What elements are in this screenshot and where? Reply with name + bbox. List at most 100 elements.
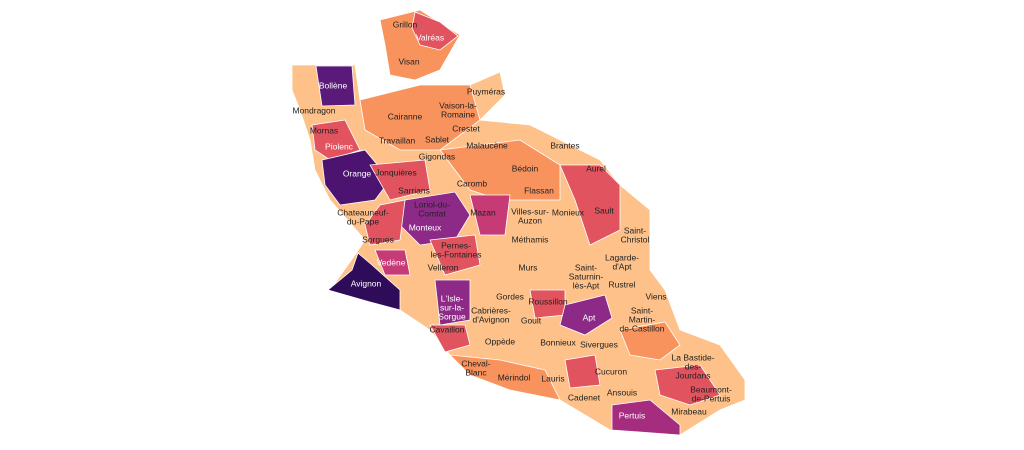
commune-label: Jourdans: [676, 370, 711, 380]
commune-label: de-Castillon: [620, 323, 665, 333]
commune-label: Villes-sur-: [511, 206, 549, 216]
commune-label: Bollène: [319, 80, 348, 90]
commune-label: Saint-: [631, 305, 653, 315]
commune-label: L'Isle-: [441, 293, 464, 303]
commune-label: Bédoin: [512, 163, 539, 173]
commune-label: Caromb: [457, 178, 488, 188]
commune-label: Apt: [583, 312, 596, 322]
commune-label: de-Pertuis: [692, 393, 731, 403]
commune-label: Gigondas: [419, 151, 455, 161]
region-patch: [359, 84, 481, 151]
region-patch: [559, 164, 621, 246]
commune-label: d'Avignon: [473, 314, 510, 324]
commune-label: Cabrières-: [471, 305, 511, 315]
commune-label: Sivergues: [580, 339, 618, 349]
commune-label: Ansouis: [607, 387, 637, 397]
commune-label: Romaine: [441, 109, 475, 119]
commune-label: Auzon: [518, 215, 542, 225]
commune-label: Goult: [521, 315, 542, 325]
commune-label: Roussillon: [528, 296, 567, 306]
region-patch: [411, 11, 459, 51]
commune-label: Martin-: [629, 314, 656, 324]
commune-label: Cadenet: [568, 392, 601, 402]
commune-label: Cucuron: [595, 366, 627, 376]
commune-label: Rustrel: [609, 279, 636, 289]
commune-label: Vaison-la-: [439, 100, 477, 110]
commune-label: Valréas: [416, 32, 444, 42]
commune-label: Gordes: [496, 291, 524, 301]
region-patch: [654, 364, 721, 406]
commune-label: Mérindol: [498, 372, 531, 382]
commune-label: Brantes: [550, 140, 579, 150]
commune-label: La Bastide-: [672, 352, 715, 362]
commune-label: sur-la-: [440, 302, 464, 312]
commune-label: Oppède: [485, 336, 516, 346]
commune-label: Grillon: [393, 19, 418, 29]
commune-label: Pertuis: [619, 410, 645, 420]
commune-label: Vedène: [377, 257, 406, 267]
commune-label: d'Apt: [612, 261, 632, 271]
commune-label: Christol: [621, 234, 650, 244]
region-patch: [559, 294, 613, 336]
commune-label: Avignon: [351, 278, 382, 288]
commune-label: des-: [685, 361, 702, 371]
commune-label: Puyméras: [467, 86, 505, 96]
region-patch: [469, 194, 511, 236]
commune-label: Jonquières: [375, 167, 417, 177]
labels: Grillon Valréas Visan Bollène Puyméras Mondra…: [292, 19, 731, 420]
commune-label: Monieux: [552, 207, 585, 217]
commune-label: lès-Apt: [573, 280, 600, 290]
commune-label: Piolenc: [325, 141, 354, 151]
commune-label: Mazan: [470, 207, 496, 217]
commune-label: Saint-: [624, 225, 646, 235]
commune-label: les-Fontaines: [430, 249, 481, 259]
region-patch: [564, 354, 601, 389]
commune-label: Lagarde-: [605, 252, 639, 262]
region-patch: [611, 399, 681, 436]
commune-label: Visan: [398, 56, 419, 66]
commune-label: Cavaillon: [430, 324, 465, 334]
commune-label: Beaumont-: [690, 384, 732, 394]
region-patch: [448, 354, 561, 401]
commune-label: Méthamis: [512, 234, 549, 244]
commune-label: Saint-: [575, 262, 597, 272]
commune-label: Travaillan: [379, 135, 416, 145]
commune-label: Cheval-: [461, 358, 490, 368]
commune-label: Mondragon: [292, 105, 335, 115]
commune-label: Mornas: [310, 125, 338, 135]
commune-label: Saturnin-: [569, 271, 604, 281]
commune-label: Monteux: [409, 222, 442, 232]
region-patch: [374, 249, 411, 276]
commune-label: Lauris: [541, 373, 564, 383]
commune-label: Flassan: [524, 185, 554, 195]
region-patch: [327, 252, 401, 311]
region-patch: [321, 149, 391, 206]
commune-label: Comtat: [418, 208, 446, 218]
commune-label: Blanc: [465, 367, 487, 377]
commune-label: Orange: [343, 168, 372, 178]
region-patch: [429, 324, 471, 353]
commune-label: Velleron: [428, 262, 459, 272]
region-patch: [315, 65, 356, 107]
commune-label: Sault: [594, 205, 614, 215]
commune-label: Murs: [519, 262, 538, 272]
region-patch: [369, 159, 431, 201]
region-patch: [619, 321, 681, 361]
commune-label: du-Pape: [347, 216, 379, 226]
region-patch: [364, 199, 406, 246]
commune-label: Malaucène: [466, 140, 508, 150]
commune-label: Sorgue: [438, 311, 466, 321]
commune-label: Loriol-du-: [414, 199, 450, 209]
commune-label: Cairanne: [388, 111, 423, 121]
region-patch: [439, 139, 561, 201]
commune-label: Pernes-: [441, 240, 471, 250]
commune-label: Chateauneuf-: [337, 207, 389, 217]
commune-label: Mirabeau: [671, 406, 707, 416]
region-patch: [434, 279, 471, 326]
commune-label: Sarrians: [398, 185, 430, 195]
commune-label: Bonnieux: [540, 337, 576, 347]
region-patch: [429, 234, 481, 276]
commune-label: Aurel: [586, 163, 606, 173]
